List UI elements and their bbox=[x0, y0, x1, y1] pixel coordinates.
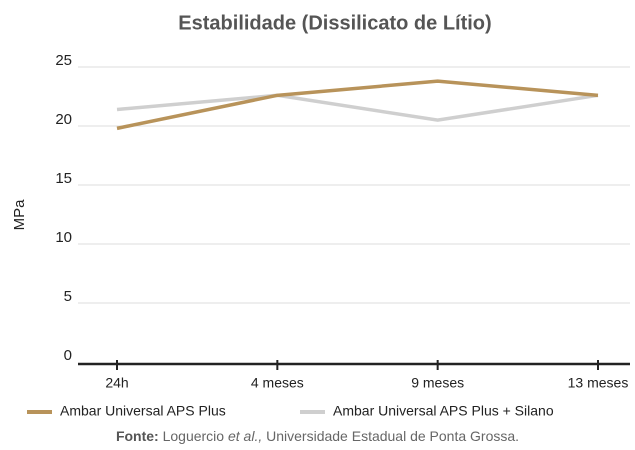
source-etal: et al., bbox=[227, 428, 263, 444]
series-line bbox=[116, 79, 599, 131]
source-authors: Loguercio bbox=[162, 428, 225, 444]
source: Fonte: Loguercio et al., Universidade Es… bbox=[0, 428, 635, 444]
y-axis-label: MPa bbox=[11, 199, 28, 231]
y-tick-label: 25 bbox=[55, 52, 72, 69]
y-tick-label: 10 bbox=[55, 229, 72, 246]
chart-title: Estabilidade (Dissilicato de Lítio) bbox=[178, 12, 491, 34]
y-tick-label: 15 bbox=[55, 170, 72, 187]
y-tick-label: 0 bbox=[64, 347, 72, 364]
legend-label: Ambar Universal APS Plus bbox=[60, 403, 226, 419]
legend-label: Ambar Universal APS Plus + Silano bbox=[333, 403, 554, 419]
chart: Estabilidade (Dissilicato de Lítio) MPa … bbox=[11, 12, 630, 419]
x-tick-label: 4 meses bbox=[251, 375, 304, 391]
x-tick-label: 9 meses bbox=[411, 375, 464, 391]
source-label: Fonte: bbox=[115, 428, 159, 444]
x-tick-label: 13 meses bbox=[568, 375, 629, 391]
source-institution: Universidade Estadual de Ponta Grossa. bbox=[266, 428, 520, 444]
series-line bbox=[116, 93, 599, 122]
x-tick-label: 24h bbox=[105, 375, 128, 391]
y-tick-label: 5 bbox=[64, 288, 72, 305]
y-tick-label: 20 bbox=[55, 111, 72, 128]
